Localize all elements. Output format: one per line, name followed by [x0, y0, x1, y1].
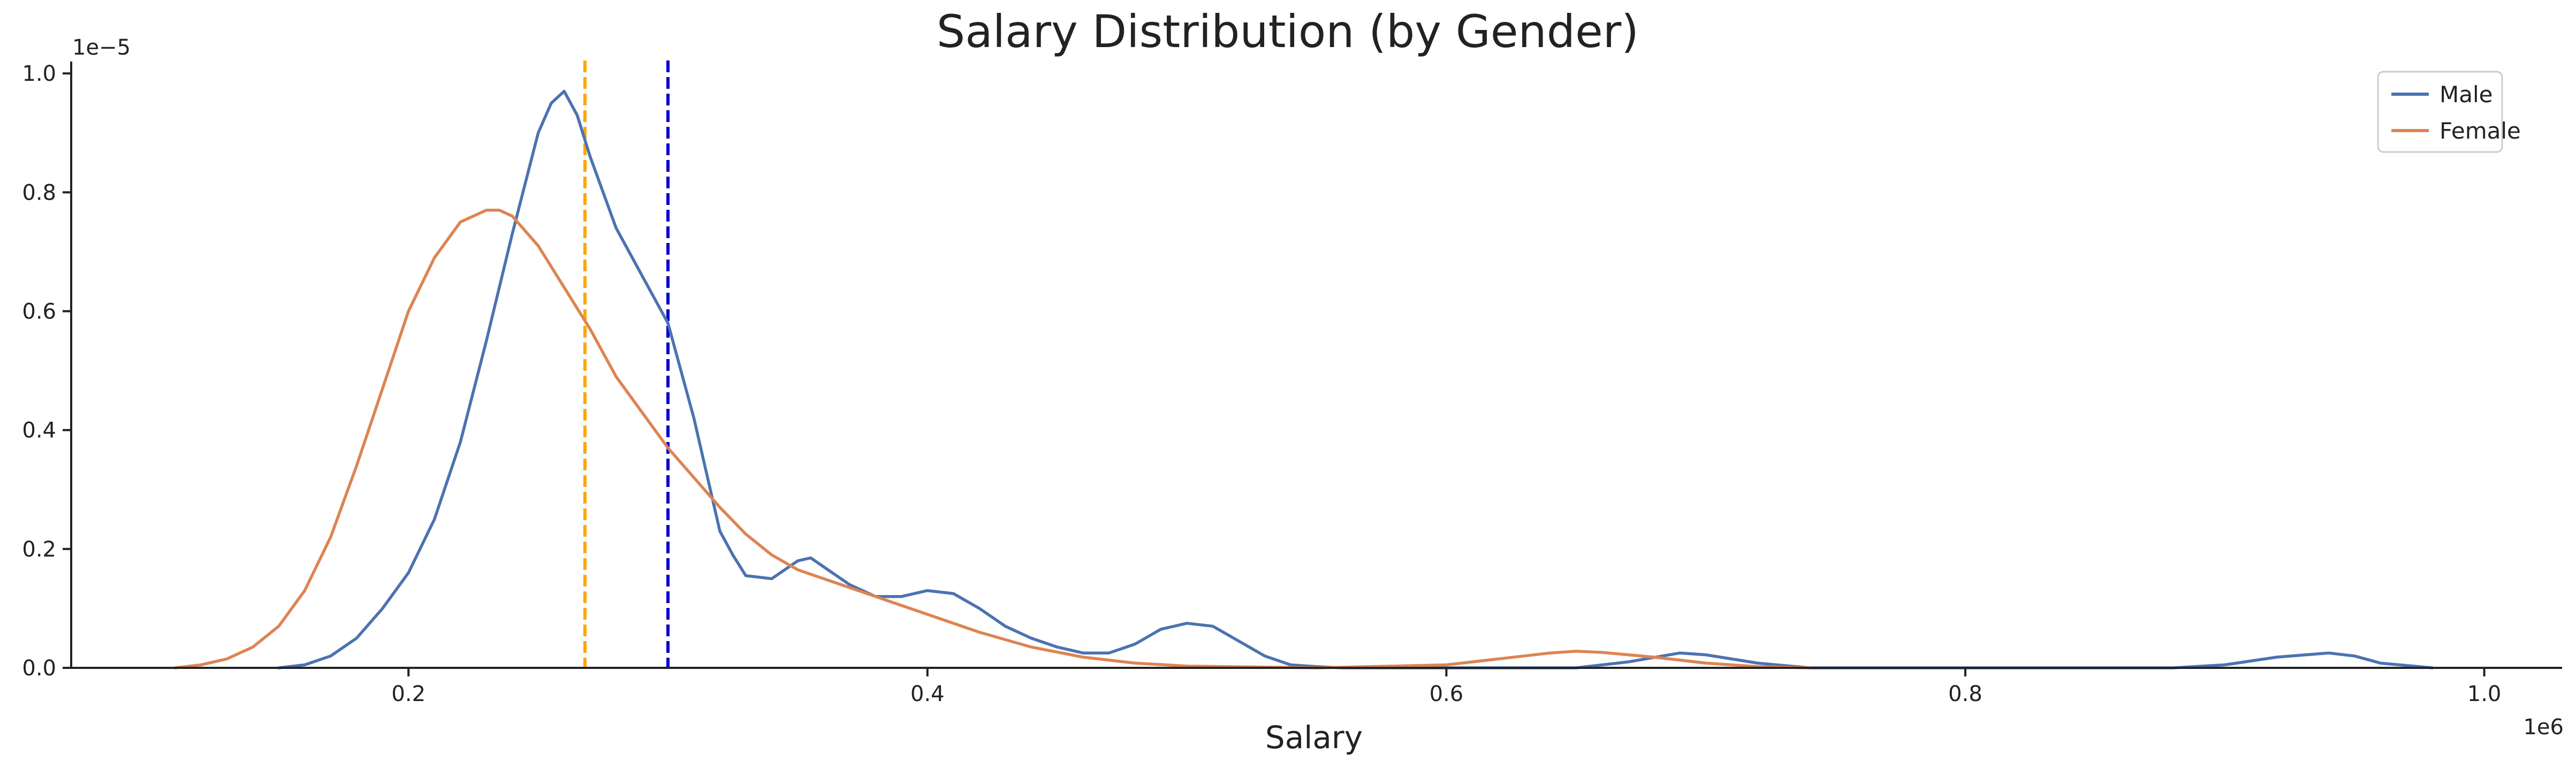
x-axis-label: Salary [1265, 719, 1363, 756]
series-line-female [173, 208, 1811, 669]
x-axis-offset-label: 1e6 [2523, 715, 2564, 740]
y-tick-label: 0.6 [22, 300, 56, 324]
series-layer [173, 89, 2434, 669]
x-ticks: 0.2 0.4 0.6 0.8 1.0 [391, 668, 2501, 706]
legend: Male Female [2377, 71, 2521, 153]
y-tick-label: 0.4 [22, 418, 56, 443]
chart-title: Salary Distribution (by Gender) [937, 5, 1639, 58]
reference-lines [583, 60, 670, 668]
x-tick-label: 0.8 [1948, 682, 1982, 706]
y-tick-label: 1.0 [22, 62, 56, 86]
legend-label: Female [2440, 118, 2521, 144]
y-tick-label: 0.2 [22, 537, 56, 562]
legend-label: Male [2440, 81, 2493, 108]
series-line-male [277, 89, 2434, 669]
x-tick-label: 0.6 [1430, 682, 1464, 706]
y-tick-label: 0.8 [22, 180, 56, 205]
x-tick-label: 1.0 [2467, 682, 2502, 706]
axes [70, 62, 2562, 669]
x-tick-label: 0.2 [391, 682, 425, 706]
y-tick-label: 0.0 [22, 656, 56, 681]
y-axis-offset-label: 1e−5 [72, 35, 131, 60]
x-tick-label: 0.4 [910, 682, 945, 706]
y-ticks: 0.0 0.2 0.4 0.6 0.8 1.0 [22, 62, 71, 681]
